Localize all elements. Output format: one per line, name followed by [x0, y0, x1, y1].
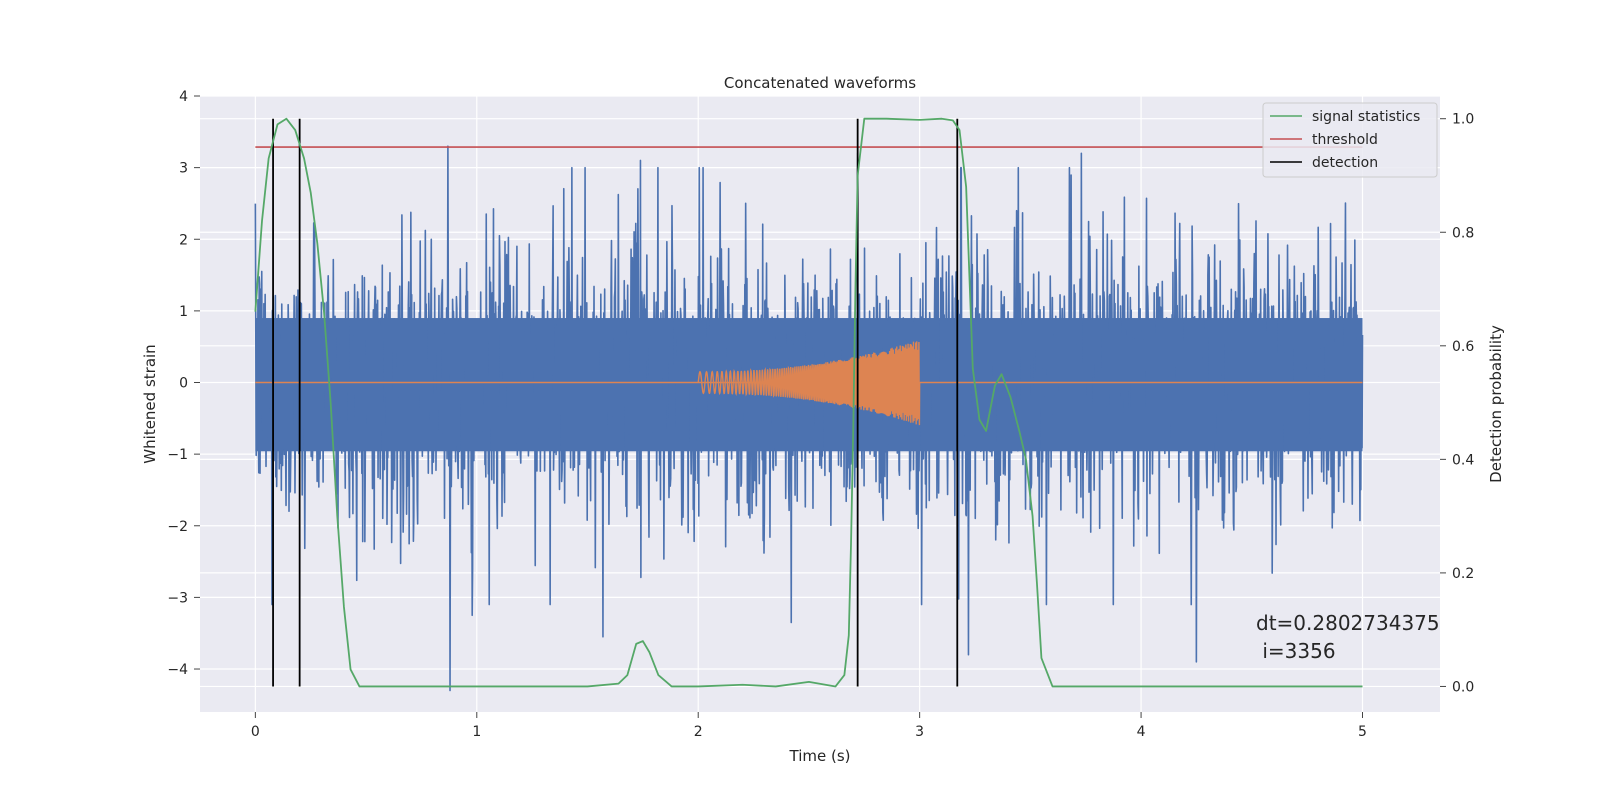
y-tick-label-left: −2: [167, 519, 188, 535]
legend-box: [1262, 102, 1438, 178]
x-axis-label: Time (s): [789, 747, 851, 765]
y-tick-label-left: 0: [179, 376, 188, 392]
x-tick-label: 5: [1358, 724, 1367, 740]
y-tick-label-left: 2: [179, 232, 188, 248]
chirp-waveform: [697, 341, 921, 426]
legend: signal statistics threshold detection: [1262, 102, 1438, 178]
y-tick-label-right: 0.8: [1452, 225, 1474, 241]
y-tick-label-right: 0.4: [1452, 452, 1474, 468]
x-tick-label: 0: [251, 724, 260, 740]
y-axis-label-right: Detection probability: [1487, 325, 1505, 483]
legend-label-detection: detection: [1312, 155, 1378, 171]
signal-statistics-line: [254, 117, 1363, 688]
y-tick-label-right: 1.0: [1452, 112, 1474, 128]
y-axis-label-left: Whitened strain: [141, 344, 159, 463]
x-tick-label: 1: [472, 724, 481, 740]
x-tick-label: 4: [1137, 724, 1146, 740]
axis-ticks: 0 1 2 3 4 5 4 3 2 1 0 −1 −2 −3 −4 1.0 0.8 0.6 0.4 0.2 0.0: [167, 89, 1474, 740]
chirp-series: [255, 341, 1363, 426]
y-tick-label-left: 4: [179, 89, 188, 105]
legend-label-threshold: threshold: [1312, 132, 1378, 148]
y-tick-label-right: 0.2: [1452, 566, 1474, 582]
y-tick-label-left: −4: [167, 662, 188, 678]
x-tick-label: 2: [694, 724, 703, 740]
annotation-dt: dt=0.2802734375: [1256, 611, 1440, 635]
y-tick-label-left: −3: [167, 590, 188, 606]
y-tick-label-left: −1: [167, 447, 188, 463]
legend-label-signal-statistics: signal statistics: [1312, 109, 1420, 125]
y-tick-label-right: 0.6: [1452, 339, 1474, 355]
annotation-i: i=3356: [1256, 639, 1336, 663]
detection-series: [272, 118, 959, 687]
y-tick-label-right: 0.0: [1452, 679, 1474, 695]
signal-statistics-series: [254, 117, 1363, 688]
chart-title: Concatenated waveforms: [724, 74, 916, 92]
x-tick-label: 3: [915, 724, 924, 740]
y-tick-label-left: 1: [179, 304, 188, 320]
y-tick-label-left: 3: [179, 161, 188, 177]
